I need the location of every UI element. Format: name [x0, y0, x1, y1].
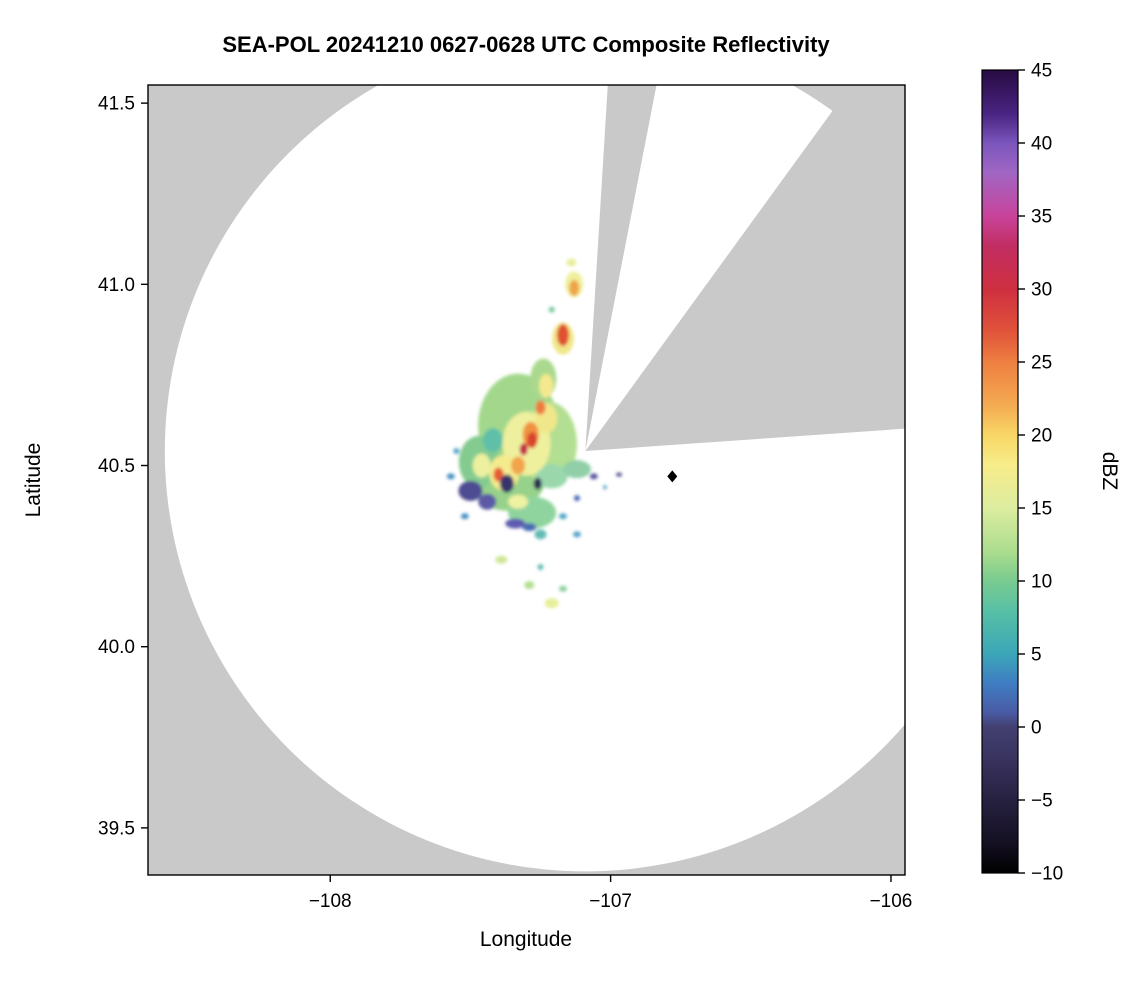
precipitation-echo	[482, 428, 503, 453]
precipitation-echo	[533, 477, 542, 490]
x-axis-label: Longitude	[480, 928, 572, 951]
colorbar-tick-label: 30	[1031, 280, 1052, 301]
precipitation-echo	[511, 456, 526, 475]
y-axis-ticks: 39.5 40.0 40.5 41.0 41.5	[98, 94, 148, 839]
precipitation-echo	[505, 518, 526, 529]
x-tick-label: −107	[589, 891, 632, 912]
plot-title: SEA-POL 20241210 0627-0628 UTC Composite…	[222, 32, 830, 57]
colorbar	[981, 69, 1019, 874]
colorbar-tick-label: 45	[1031, 61, 1052, 82]
precipitation-echo	[569, 279, 580, 296]
precipitation-echo	[458, 480, 483, 501]
precipitation-echo	[527, 432, 538, 449]
precipitation-echo	[493, 467, 504, 482]
precipitation-echo	[534, 529, 547, 540]
colorbar-tick-label: −10	[1031, 864, 1063, 885]
precipitation-echo	[460, 513, 469, 520]
colorbar-tick-label: 15	[1031, 499, 1052, 520]
precipitation-echo	[535, 400, 546, 415]
blocked-sector-wedge	[585, 85, 905, 452]
precipitation-echo	[566, 258, 577, 267]
precipitation-echo	[537, 563, 544, 570]
y-tick-label: 40.5	[98, 456, 135, 477]
precipitation-echo	[522, 523, 537, 532]
blocked-sector-wedge	[585, 85, 657, 452]
y-axis-label: Latitude	[22, 443, 45, 518]
precipitation-echo	[535, 464, 568, 489]
precipitation-echo	[589, 473, 598, 480]
precipitation-echo	[499, 474, 514, 493]
colorbar-tick-label: 10	[1031, 572, 1052, 593]
precipitation-echo	[572, 531, 581, 538]
precipitation-echo	[548, 306, 555, 313]
y-tick-label: 41.0	[98, 275, 135, 296]
plot-border	[147, 84, 906, 876]
colorbar-ticks: 45 40 35 30 25 20 15 10 5 0 −5 −10	[1018, 61, 1063, 885]
precipitation-echo	[508, 494, 529, 509]
precipitation-echo	[524, 581, 535, 590]
precipitation-echo	[495, 555, 508, 564]
colorbar-tick-label: 0	[1031, 718, 1042, 739]
precipitation-echo	[519, 443, 528, 456]
precipitation-echo	[562, 460, 591, 479]
precipitation-echo	[603, 485, 608, 490]
x-tick-label: −108	[309, 891, 352, 912]
precipitation-echo	[472, 453, 491, 478]
colorbar-tick-label: 5	[1031, 645, 1042, 666]
y-tick-label: 41.5	[98, 94, 135, 115]
precipitation-echo	[558, 513, 567, 520]
site-marker-layer	[667, 470, 678, 483]
precipitation-echo	[558, 585, 567, 592]
colorbar-tick-label: 35	[1031, 207, 1052, 228]
colorbar-label: dBZ	[1098, 452, 1121, 491]
precipitation-echo	[573, 495, 580, 502]
x-axis-ticks: −108 −107 −106	[309, 875, 913, 912]
precipitation-echo	[556, 324, 569, 347]
x-tick-label: −106	[870, 891, 913, 912]
colorbar-tick-label: 40	[1031, 134, 1052, 155]
colorbar-tick-label: 20	[1031, 426, 1052, 447]
site-marker-diamond	[667, 470, 678, 483]
precipitation-echo	[478, 493, 497, 510]
precipitation-echo-layer	[446, 258, 623, 609]
y-tick-label: 39.5	[98, 818, 135, 839]
precipitation-echo	[539, 373, 554, 398]
colorbar-tick-label: −5	[1031, 791, 1053, 812]
precipitation-echo	[453, 448, 460, 455]
colorbar-tick-label: 25	[1031, 353, 1052, 374]
precipitation-echo	[446, 473, 455, 480]
precipitation-echo	[544, 598, 559, 609]
precipitation-echo	[616, 472, 623, 477]
y-tick-label: 40.0	[98, 637, 135, 658]
